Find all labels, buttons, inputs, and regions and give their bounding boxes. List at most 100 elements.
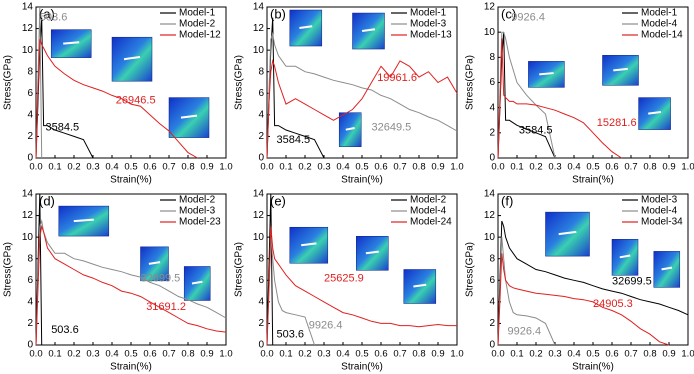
y-tick-label: 2 [258, 318, 264, 329]
inset-image [183, 266, 211, 301]
x-tick-label: 0.7 [624, 349, 637, 360]
y-tick-label: 14 [22, 189, 34, 200]
x-tick-label: 1.0 [219, 349, 232, 360]
y-tick-label: 4 [258, 296, 264, 307]
y-tick-label: 2 [27, 318, 33, 329]
x-tick-label: 0.3 [317, 162, 330, 173]
x-tick-label: 0.6 [374, 162, 387, 173]
annotation: 503.6 [51, 324, 79, 336]
x-tick-label: 0.9 [431, 349, 444, 360]
x-tick-label: 0.0 [29, 162, 42, 173]
annotation: 24905.3 [593, 298, 633, 310]
inset-crack [123, 56, 141, 61]
x-tick-label: 1.0 [681, 162, 694, 173]
annotation: 503.6 [40, 11, 68, 23]
x-tick-label: 0.0 [260, 162, 273, 173]
y-tick-label: 12 [484, 2, 496, 13]
x-tick-label: 0.4 [105, 162, 118, 173]
y-axis-label: Stress(GPa) [3, 55, 14, 110]
x-axis-label: Strain(%) [341, 175, 383, 186]
annotation: 9926.4 [508, 325, 542, 337]
y-tick-label: 4 [489, 296, 495, 307]
inset-crack [148, 261, 161, 265]
x-tick-label: 0.5 [124, 162, 137, 173]
inset-image [545, 211, 590, 257]
y-tick-label: 4 [27, 296, 33, 307]
x-axis-label: Strain(%) [341, 362, 383, 373]
y-tick-label: 10 [253, 45, 265, 56]
x-tick-label: 0.6 [374, 349, 387, 360]
series-line [497, 38, 622, 159]
x-tick-label: 0.9 [200, 162, 213, 173]
y-axis-label: Stress(GPa) [465, 55, 476, 110]
inset-crack [299, 25, 313, 30]
series-line [497, 220, 689, 346]
y-tick-label: 10 [22, 45, 34, 56]
x-tick-label: 0.1 [510, 162, 523, 173]
y-tick-label: 12 [484, 210, 496, 221]
y-tick-label: 14 [22, 2, 34, 13]
legend-label: Model-14 [641, 30, 683, 41]
y-tick-label: 6 [258, 88, 264, 99]
series-line [35, 39, 198, 159]
y-axis-label: Stress(GPa) [3, 242, 14, 297]
x-tick-label: 0.5 [124, 349, 137, 360]
annotation: 26946.5 [116, 95, 156, 107]
y-tick-label: 6 [27, 275, 33, 286]
annotation: 19961.6 [377, 72, 417, 84]
x-tick-label: 0.0 [491, 349, 504, 360]
x-axis-label: Strain(%) [110, 175, 152, 186]
legend-label: Model-23 [179, 217, 221, 228]
inset-crack [539, 72, 554, 76]
annotation: 9926.4 [309, 319, 343, 331]
inset-crack [301, 242, 317, 247]
x-tick-label: 0.9 [200, 349, 213, 360]
panel-label: (b) [270, 6, 286, 21]
annotation: 32649.5 [372, 122, 412, 134]
panel-label: (e) [270, 193, 286, 208]
series-line [266, 32, 458, 159]
x-tick-label: 0.7 [162, 162, 175, 173]
x-tick-label: 0.9 [431, 162, 444, 173]
x-tick-label: 0.3 [86, 162, 99, 173]
x-tick-label: 0.3 [86, 349, 99, 360]
y-tick-label: 10 [253, 232, 265, 243]
y-tick-label: 0 [27, 153, 33, 164]
x-tick-label: 0.8 [643, 349, 656, 360]
x-tick-label: 0.5 [586, 349, 599, 360]
y-tick-label: 14 [484, 189, 496, 200]
panel: 0 2 4 6 8 10 12 0.0 0.1 0.2 0.3 0.4 0.5 0.6 0.7 0.8 0.9 1… [465, 2, 694, 186]
x-tick-label: 0.8 [412, 349, 425, 360]
inset-image [111, 36, 153, 82]
x-tick-label: 0.8 [412, 162, 425, 173]
y-tick-label: 8 [27, 253, 33, 264]
y-tick-label: 12 [253, 210, 265, 221]
x-tick-label: 0.1 [510, 349, 523, 360]
y-tick-label: 2 [489, 127, 495, 138]
y-tick-label: 0 [27, 340, 33, 351]
y-tick-label: 6 [27, 88, 33, 99]
inset-crack [365, 250, 379, 255]
y-tick-label: 4 [27, 109, 33, 120]
y-tick-label: 6 [489, 77, 495, 88]
y-tick-label: 0 [258, 340, 264, 351]
legend-label: Model-24 [410, 217, 452, 228]
legend-label: Model-4 [641, 19, 678, 30]
panel: 0 2 4 6 8 10 12 14 0.0 0.1 0.2 0.3 0.4 0.5 0.6 0.7 0.8 0.… [3, 189, 233, 373]
x-tick-label: 0.4 [336, 349, 349, 360]
x-tick-label: 0.9 [662, 162, 675, 173]
x-tick-label: 1.0 [450, 162, 463, 173]
y-tick-label: 4 [489, 102, 495, 113]
y-tick-label: 6 [489, 275, 495, 286]
annotation: 32699.5 [141, 272, 181, 284]
legend-label: Model-13 [410, 30, 452, 41]
annotation: 3584.5 [277, 134, 311, 146]
inset-crack [619, 254, 631, 259]
y-tick-label: 6 [258, 275, 264, 286]
annotation: 3584.5 [46, 122, 80, 134]
inset-crack [73, 218, 94, 223]
x-tick-label: 0.7 [393, 349, 406, 360]
panel-label: (c) [501, 6, 516, 21]
